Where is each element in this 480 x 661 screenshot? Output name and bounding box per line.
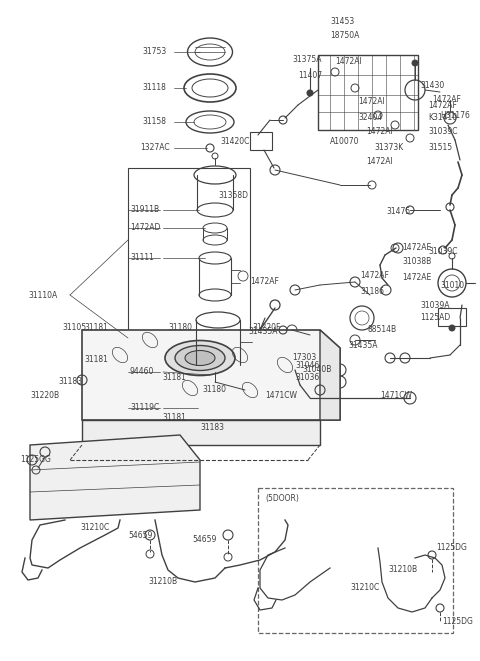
Text: 31040B: 31040B [302, 366, 331, 375]
Text: 1472AD: 1472AD [130, 223, 160, 233]
Text: 31111: 31111 [130, 254, 154, 262]
Text: 31358D: 31358D [218, 190, 248, 200]
Text: 31038B: 31038B [402, 258, 431, 266]
Circle shape [412, 60, 418, 66]
Polygon shape [320, 330, 340, 420]
Text: 1472AF: 1472AF [432, 95, 461, 104]
Text: 1472AE: 1472AE [402, 243, 431, 253]
Text: 31105: 31105 [62, 323, 86, 332]
Text: 17303: 17303 [292, 354, 316, 362]
Text: 31181: 31181 [84, 323, 108, 332]
Circle shape [250, 338, 258, 346]
Polygon shape [82, 420, 320, 445]
Text: 54659: 54659 [192, 535, 216, 545]
Ellipse shape [185, 350, 215, 366]
Text: 1472AI: 1472AI [366, 128, 393, 137]
Polygon shape [30, 435, 200, 520]
Circle shape [449, 325, 455, 331]
Text: 31515: 31515 [428, 143, 452, 153]
Text: 31110A: 31110A [28, 290, 57, 299]
Text: A10070: A10070 [330, 137, 360, 147]
Text: 31210B: 31210B [148, 578, 177, 586]
Text: 54659: 54659 [128, 531, 152, 539]
Text: 1125DG: 1125DG [442, 617, 473, 627]
Text: 1125DG: 1125DG [436, 543, 467, 553]
Text: 1125GG: 1125GG [20, 455, 51, 465]
Text: 94460: 94460 [130, 368, 155, 377]
Text: H31176: H31176 [440, 110, 470, 120]
Text: 1472AI: 1472AI [358, 98, 385, 106]
Text: 1471CW: 1471CW [380, 391, 412, 399]
Text: 31210B: 31210B [388, 566, 417, 574]
Text: 31181: 31181 [162, 373, 186, 383]
Bar [258, 488, 453, 633]
Polygon shape [82, 330, 340, 420]
Text: 31435A: 31435A [248, 327, 277, 336]
Text: 1472AE: 1472AE [402, 274, 431, 282]
Text: 32404: 32404 [358, 114, 382, 122]
Text: 31183: 31183 [200, 424, 224, 432]
Text: (5DOOR): (5DOOR) [265, 494, 299, 502]
Text: 31180: 31180 [202, 385, 226, 395]
Text: 31435A: 31435A [348, 340, 377, 350]
Text: 1472AF: 1472AF [360, 270, 389, 280]
Text: 31039A: 31039A [420, 301, 449, 309]
Text: 1125AD: 1125AD [420, 313, 450, 323]
Text: 31181: 31181 [84, 356, 108, 364]
Text: 31375A: 31375A [292, 56, 322, 65]
Text: 31420C: 31420C [220, 137, 250, 147]
Text: 31430: 31430 [420, 81, 444, 89]
Text: 31911B: 31911B [130, 206, 159, 215]
Text: 1471CW: 1471CW [265, 391, 297, 399]
Text: 31753: 31753 [142, 48, 166, 56]
Bar [438, 308, 466, 326]
Text: 31039C: 31039C [428, 247, 457, 256]
Text: 1472AI: 1472AI [366, 157, 393, 167]
Text: 31210C: 31210C [350, 584, 379, 592]
Text: 31119C: 31119C [130, 403, 159, 412]
Text: 31183: 31183 [58, 377, 82, 387]
Text: 31186: 31186 [360, 288, 384, 297]
Text: 31180: 31180 [168, 323, 192, 332]
Ellipse shape [175, 346, 225, 371]
Text: 31475: 31475 [386, 208, 410, 217]
Text: 18750A: 18750A [330, 30, 360, 40]
Text: 31220B: 31220B [30, 391, 59, 399]
Bar [250, 132, 272, 150]
Circle shape [307, 90, 313, 96]
Text: 31158: 31158 [142, 118, 166, 126]
Text: 1472AF: 1472AF [428, 100, 457, 110]
Text: 31039C: 31039C [428, 128, 457, 137]
Text: 11407: 11407 [298, 71, 322, 79]
Ellipse shape [165, 340, 235, 375]
Bar [128, 168, 250, 428]
Text: 31220F: 31220F [252, 323, 280, 332]
Text: 31181: 31181 [162, 414, 186, 422]
Text: 31210C: 31210C [80, 524, 109, 533]
Text: 31010: 31010 [440, 280, 464, 290]
Text: 31118: 31118 [142, 83, 166, 93]
Circle shape [331, 68, 339, 76]
Text: 31453: 31453 [330, 17, 354, 26]
Text: 88514B: 88514B [368, 325, 397, 334]
Text: 1327AC: 1327AC [140, 143, 169, 153]
Bar [318, 55, 418, 130]
Text: 31046: 31046 [295, 360, 319, 369]
Text: 1472AI: 1472AI [335, 58, 362, 67]
Text: K31410: K31410 [428, 114, 457, 122]
Text: 31373K: 31373K [374, 143, 403, 153]
Text: 31036: 31036 [295, 373, 319, 383]
Text: 1472AF: 1472AF [250, 278, 279, 286]
